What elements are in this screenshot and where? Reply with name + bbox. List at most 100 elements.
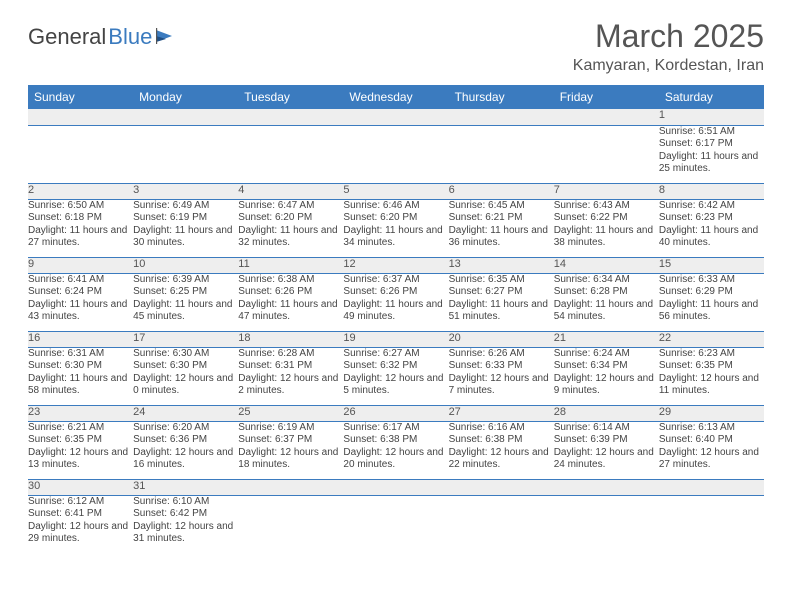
flag-icon (156, 24, 178, 50)
day-content-cell: Sunrise: 6:17 AMSunset: 6:38 PMDaylight:… (343, 421, 448, 479)
daylight-text: Daylight: 11 hours and 36 minutes. (449, 225, 554, 250)
daylight-text: Daylight: 12 hours and 2 minutes. (238, 373, 343, 398)
day-number-cell: 25 (238, 405, 343, 421)
title-block: March 2025 Kamyaran, Kordestan, Iran (573, 18, 764, 75)
sunset-text: Sunset: 6:33 PM (449, 360, 554, 373)
sunset-text: Sunset: 6:17 PM (659, 138, 764, 151)
sunrise-text: Sunrise: 6:38 AM (238, 274, 343, 287)
day-number-cell: 4 (238, 183, 343, 199)
sunrise-text: Sunrise: 6:33 AM (659, 274, 764, 287)
day-content-cell: Sunrise: 6:16 AMSunset: 6:38 PMDaylight:… (449, 421, 554, 479)
sunrise-text: Sunrise: 6:43 AM (554, 200, 659, 213)
sunrise-text: Sunrise: 6:45 AM (449, 200, 554, 213)
day-content-row: Sunrise: 6:21 AMSunset: 6:35 PMDaylight:… (28, 421, 764, 479)
brand-part2: Blue (108, 24, 152, 50)
sunrise-text: Sunrise: 6:30 AM (133, 348, 238, 361)
sunset-text: Sunset: 6:20 PM (238, 212, 343, 225)
sunset-text: Sunset: 6:38 PM (449, 434, 554, 447)
day-number-cell (133, 109, 238, 125)
day-number-row: 3031 (28, 479, 764, 495)
day-content-row: Sunrise: 6:41 AMSunset: 6:24 PMDaylight:… (28, 273, 764, 331)
day-number-cell: 27 (449, 405, 554, 421)
weekday-header-row: Sunday Monday Tuesday Wednesday Thursday… (28, 85, 764, 109)
page-title: March 2025 (573, 18, 764, 55)
day-number-cell (343, 479, 448, 495)
day-content-row: Sunrise: 6:51 AMSunset: 6:17 PMDaylight:… (28, 125, 764, 183)
day-content-cell (554, 495, 659, 553)
day-number-row: 1 (28, 109, 764, 125)
daylight-text: Daylight: 12 hours and 11 minutes. (659, 373, 764, 398)
sunset-text: Sunset: 6:23 PM (659, 212, 764, 225)
day-number-cell (28, 109, 133, 125)
sunrise-text: Sunrise: 6:19 AM (238, 422, 343, 435)
daylight-text: Daylight: 12 hours and 9 minutes. (554, 373, 659, 398)
day-content-cell (343, 495, 448, 553)
sunrise-text: Sunrise: 6:24 AM (554, 348, 659, 361)
day-number-cell: 24 (133, 405, 238, 421)
day-content-cell: Sunrise: 6:43 AMSunset: 6:22 PMDaylight:… (554, 199, 659, 257)
sunset-text: Sunset: 6:20 PM (343, 212, 448, 225)
daylight-text: Daylight: 11 hours and 45 minutes. (133, 299, 238, 324)
sunset-text: Sunset: 6:21 PM (449, 212, 554, 225)
day-content-cell: Sunrise: 6:39 AMSunset: 6:25 PMDaylight:… (133, 273, 238, 331)
day-content-cell: Sunrise: 6:14 AMSunset: 6:39 PMDaylight:… (554, 421, 659, 479)
weekday-header: Friday (554, 85, 659, 109)
sunset-text: Sunset: 6:26 PM (343, 286, 448, 299)
day-content-cell: Sunrise: 6:51 AMSunset: 6:17 PMDaylight:… (659, 125, 764, 183)
day-number-cell: 30 (28, 479, 133, 495)
sunrise-text: Sunrise: 6:46 AM (343, 200, 448, 213)
sunset-text: Sunset: 6:38 PM (343, 434, 448, 447)
sunrise-text: Sunrise: 6:16 AM (449, 422, 554, 435)
day-content-cell: Sunrise: 6:38 AMSunset: 6:26 PMDaylight:… (238, 273, 343, 331)
day-number-row: 16171819202122 (28, 331, 764, 347)
day-number-cell: 7 (554, 183, 659, 199)
day-number-cell: 21 (554, 331, 659, 347)
day-number-cell: 5 (343, 183, 448, 199)
sunrise-text: Sunrise: 6:17 AM (343, 422, 448, 435)
day-content-cell: Sunrise: 6:27 AMSunset: 6:32 PMDaylight:… (343, 347, 448, 405)
sunrise-text: Sunrise: 6:49 AM (133, 200, 238, 213)
sunset-text: Sunset: 6:32 PM (343, 360, 448, 373)
day-number-row: 23242526272829 (28, 405, 764, 421)
daylight-text: Daylight: 11 hours and 30 minutes. (133, 225, 238, 250)
daylight-text: Daylight: 11 hours and 34 minutes. (343, 225, 448, 250)
sunrise-text: Sunrise: 6:35 AM (449, 274, 554, 287)
day-content-cell: Sunrise: 6:50 AMSunset: 6:18 PMDaylight:… (28, 199, 133, 257)
day-number-cell: 22 (659, 331, 764, 347)
weekday-header: Saturday (659, 85, 764, 109)
day-content-cell: Sunrise: 6:37 AMSunset: 6:26 PMDaylight:… (343, 273, 448, 331)
day-number-cell: 31 (133, 479, 238, 495)
sunrise-text: Sunrise: 6:28 AM (238, 348, 343, 361)
weekday-header: Tuesday (238, 85, 343, 109)
sunset-text: Sunset: 6:37 PM (238, 434, 343, 447)
daylight-text: Daylight: 11 hours and 49 minutes. (343, 299, 448, 324)
sunrise-text: Sunrise: 6:21 AM (28, 422, 133, 435)
weekday-header: Sunday (28, 85, 133, 109)
daylight-text: Daylight: 12 hours and 13 minutes. (28, 447, 133, 472)
sunrise-text: Sunrise: 6:10 AM (133, 496, 238, 509)
day-number-cell: 13 (449, 257, 554, 273)
day-number-cell: 16 (28, 331, 133, 347)
day-number-cell: 2 (28, 183, 133, 199)
calendar-body: 1Sunrise: 6:51 AMSunset: 6:17 PMDaylight… (28, 109, 764, 553)
day-number-cell: 1 (659, 109, 764, 125)
sunrise-text: Sunrise: 6:37 AM (343, 274, 448, 287)
day-content-cell: Sunrise: 6:24 AMSunset: 6:34 PMDaylight:… (554, 347, 659, 405)
day-content-cell: Sunrise: 6:34 AMSunset: 6:28 PMDaylight:… (554, 273, 659, 331)
sunrise-text: Sunrise: 6:31 AM (28, 348, 133, 361)
day-number-cell: 14 (554, 257, 659, 273)
day-number-cell (554, 479, 659, 495)
day-number-cell (554, 109, 659, 125)
weekday-header: Monday (133, 85, 238, 109)
sunset-text: Sunset: 6:39 PM (554, 434, 659, 447)
sunset-text: Sunset: 6:42 PM (133, 508, 238, 521)
daylight-text: Daylight: 12 hours and 16 minutes. (133, 447, 238, 472)
sunset-text: Sunset: 6:26 PM (238, 286, 343, 299)
day-number-cell: 19 (343, 331, 448, 347)
sunset-text: Sunset: 6:25 PM (133, 286, 238, 299)
day-number-cell: 8 (659, 183, 764, 199)
day-content-cell: Sunrise: 6:30 AMSunset: 6:30 PMDaylight:… (133, 347, 238, 405)
day-content-cell: Sunrise: 6:42 AMSunset: 6:23 PMDaylight:… (659, 199, 764, 257)
brand-part1: General (28, 24, 106, 50)
day-number-cell: 12 (343, 257, 448, 273)
